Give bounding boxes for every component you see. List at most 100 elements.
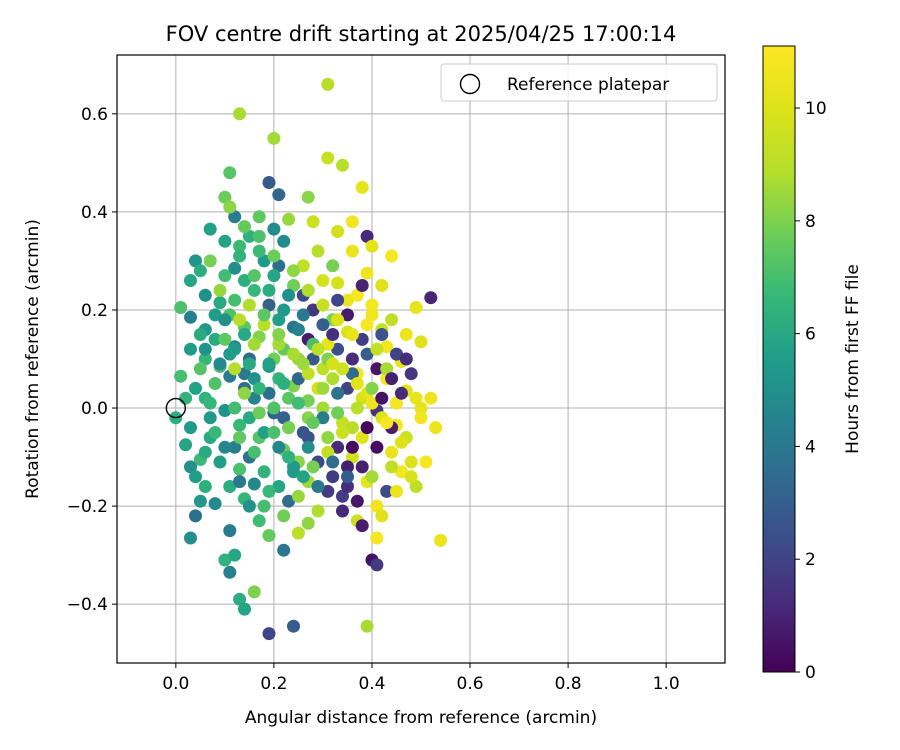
data-point — [213, 296, 227, 310]
data-point — [218, 313, 232, 327]
data-point — [360, 619, 374, 633]
data-point — [203, 254, 217, 268]
reference-platepar-marker — [165, 397, 187, 419]
data-point — [233, 418, 247, 432]
chart-title: FOV centre drift starting at 2025/04/25 … — [166, 22, 677, 46]
data-point — [228, 440, 242, 454]
data-point — [213, 283, 227, 297]
data-point — [228, 401, 242, 415]
data-point — [301, 394, 315, 408]
data-point — [341, 293, 354, 307]
data-point — [360, 266, 374, 280]
data-point — [247, 372, 261, 386]
data-point — [341, 480, 354, 493]
data-point — [203, 396, 217, 410]
data-point — [345, 328, 359, 341]
data-point — [189, 381, 202, 395]
x-tick-label: 0.2 — [260, 674, 287, 694]
data-point — [272, 259, 286, 273]
colorbar: 0 2 4 6 8 10 Hours from first FF file — [762, 45, 863, 683]
data-point — [419, 455, 433, 469]
data-point — [311, 244, 325, 258]
data-point — [238, 386, 251, 400]
data-point — [233, 592, 247, 606]
data-point — [311, 504, 325, 518]
data-point — [355, 332, 369, 346]
data-point — [247, 269, 261, 283]
data-point — [238, 602, 251, 616]
data-point — [321, 431, 335, 444]
data-point — [316, 274, 330, 287]
data-point — [380, 362, 394, 376]
data-point — [242, 357, 256, 371]
data-point — [247, 477, 261, 491]
data-point — [326, 259, 340, 273]
data-point — [218, 404, 232, 417]
data-point — [247, 391, 261, 405]
data-point — [316, 298, 330, 312]
data-point — [184, 460, 197, 474]
x-axis-label: Angular distance from reference (arcmin) — [245, 708, 597, 728]
data-point — [326, 357, 340, 371]
y-tick-label: −0.2 — [67, 497, 108, 517]
data-point — [228, 210, 242, 224]
data-point — [252, 229, 266, 243]
data-point — [336, 158, 349, 172]
data-point — [193, 328, 207, 341]
data-point — [301, 440, 315, 454]
data-point — [282, 391, 296, 405]
data-point — [257, 254, 271, 268]
x-tick-label: 0.8 — [555, 674, 582, 694]
data-point — [345, 440, 359, 454]
data-point — [296, 308, 310, 322]
data-point — [399, 352, 413, 366]
data-point — [355, 431, 369, 444]
data-point — [409, 480, 423, 493]
data-point — [252, 514, 266, 528]
data-point — [360, 347, 374, 361]
data-point — [208, 426, 222, 439]
data-point — [203, 411, 217, 425]
data-point — [301, 283, 315, 297]
data-point — [321, 151, 335, 165]
data-point — [218, 234, 232, 248]
data-point — [174, 369, 188, 383]
x-tick-label: 0.6 — [457, 674, 484, 694]
data-point — [331, 342, 345, 356]
data-point — [198, 342, 212, 356]
y-tick-label: 0.6 — [81, 105, 108, 125]
data-point — [321, 484, 335, 498]
data-point — [336, 416, 349, 430]
data-point — [414, 335, 428, 349]
data-point — [409, 391, 423, 405]
data-point — [414, 401, 428, 415]
data-point — [385, 372, 399, 386]
colorbar-tick-label: 10 — [805, 99, 827, 119]
data-point — [306, 215, 320, 229]
data-point — [306, 460, 320, 474]
legend-entry-reference-platepar: Reference platepar — [507, 75, 669, 95]
data-point — [189, 509, 202, 523]
data-point — [390, 347, 403, 361]
data-point — [277, 509, 291, 523]
data-point — [331, 406, 345, 420]
data-point — [247, 445, 261, 459]
data-point — [233, 431, 247, 444]
data-point — [233, 475, 247, 489]
colorbar-tick-label: 2 — [805, 550, 816, 570]
data-point — [301, 516, 315, 530]
data-point — [267, 222, 281, 236]
data-point — [252, 381, 266, 395]
data-point — [301, 190, 315, 204]
data-point — [267, 249, 281, 263]
data-point — [277, 543, 291, 557]
data-point — [291, 526, 305, 540]
data-point — [247, 283, 261, 297]
data-point — [272, 337, 286, 351]
data-point — [316, 318, 330, 332]
data-point — [375, 509, 389, 523]
data-point — [242, 298, 256, 312]
data-point — [370, 440, 384, 454]
data-point — [287, 460, 300, 474]
